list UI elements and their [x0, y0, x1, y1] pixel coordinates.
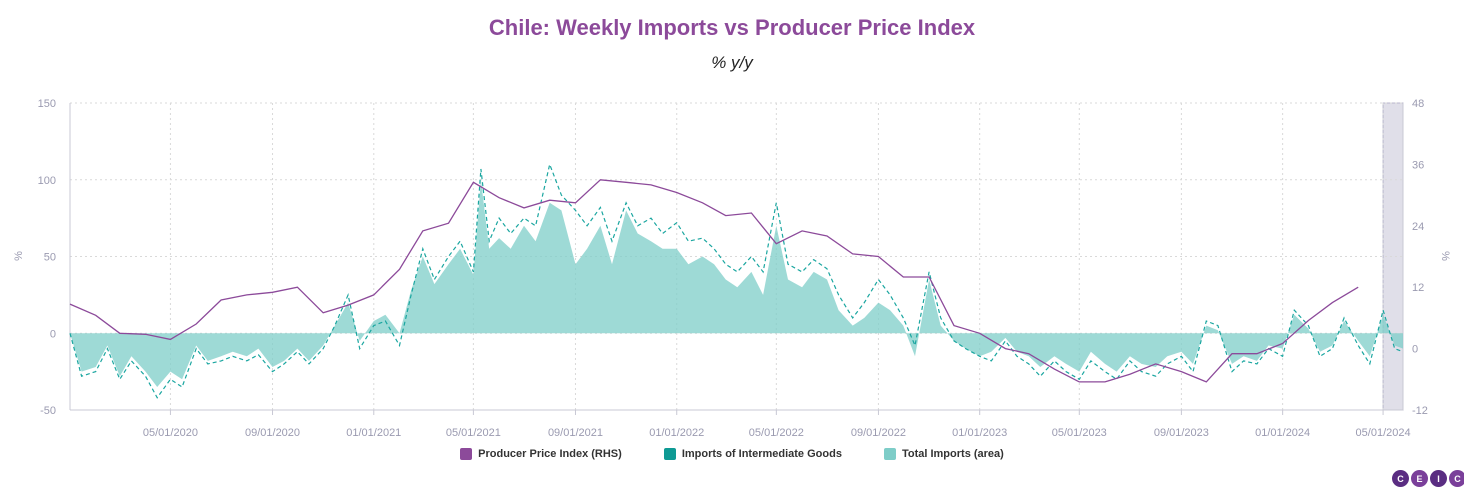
y-left-axis-label: %: [13, 251, 25, 261]
legend-label-total: Total Imports (area): [901, 448, 1004, 460]
logo-letter: C: [1392, 470, 1409, 487]
x-tick-label: 09/01/2023: [1154, 427, 1209, 439]
x-tick-label: 09/01/2021: [548, 427, 603, 439]
series-total-imports-area: [70, 179, 1403, 387]
logo-letter: C: [1449, 470, 1464, 487]
legend-item-ppi[interactable]: Producer Price Index (RHS): [460, 448, 622, 460]
legend-label-intermediate: Imports of Intermediate Goods: [681, 448, 842, 460]
series-ppi-line: [69, 179, 1359, 383]
x-tick-label: 01/01/2023: [952, 427, 1007, 439]
y-right-tick-label: 12: [1412, 282, 1424, 294]
legend: Producer Price Index (RHS) Imports of In…: [0, 448, 1464, 460]
y-left-tick-label: 50: [44, 252, 56, 264]
series-intermediate-goods-line: [69, 162, 1404, 399]
ceic-logo: C E I C: [1392, 470, 1464, 487]
y-right-tick-label: -12: [1412, 405, 1428, 417]
x-tick-label: 05/01/2021: [446, 427, 501, 439]
legend-item-total[interactable]: Total Imports (area): [883, 448, 1004, 460]
x-tick-label: 09/01/2022: [851, 427, 906, 439]
chart-title: Chile: Weekly Imports vs Producer Price …: [488, 15, 976, 40]
y-left-tick-label: -50: [40, 405, 56, 417]
y-right-tick-label: 0: [1412, 344, 1418, 356]
y-left-tick-label: 150: [38, 98, 56, 110]
y-right-tick-label: 48: [1412, 98, 1424, 110]
logo-letter: E: [1411, 470, 1428, 487]
x-tick-label: 01/01/2022: [649, 427, 704, 439]
legend-swatch-total: [883, 448, 896, 460]
legend-item-intermediate[interactable]: Imports of Intermediate Goods: [663, 448, 842, 460]
x-tick-label: 05/01/2020: [143, 427, 198, 439]
chart-svg: 150 100 50 0 -50 48 36 24 12 0 -12 05/01/2020 09/01/…: [13, 98, 1451, 439]
y-left-tick-label: 100: [38, 175, 56, 187]
legend-label-ppi: Producer Price Index (RHS): [478, 448, 622, 460]
y-left-tick-label: 0: [50, 328, 56, 340]
y-right-tick-label: 24: [1412, 221, 1424, 233]
logo-letter: I: [1430, 470, 1447, 487]
x-tick-label: 01/01/2021: [346, 427, 401, 439]
x-tick-label: 09/01/2020: [245, 427, 300, 439]
legend-swatch-ppi: [460, 448, 473, 460]
legend-swatch-intermediate: [663, 448, 676, 460]
x-tick-label: 01/01/2024: [1255, 427, 1310, 439]
x-tick-label: 05/01/2022: [749, 427, 804, 439]
y-right-axis-label: %: [1439, 251, 1451, 261]
chart-subtitle: % y/y: [711, 53, 753, 72]
x-tick-label: 05/01/2024: [1356, 427, 1411, 439]
x-tick-label: 05/01/2023: [1052, 427, 1107, 439]
y-right-tick-label: 36: [1412, 159, 1424, 171]
